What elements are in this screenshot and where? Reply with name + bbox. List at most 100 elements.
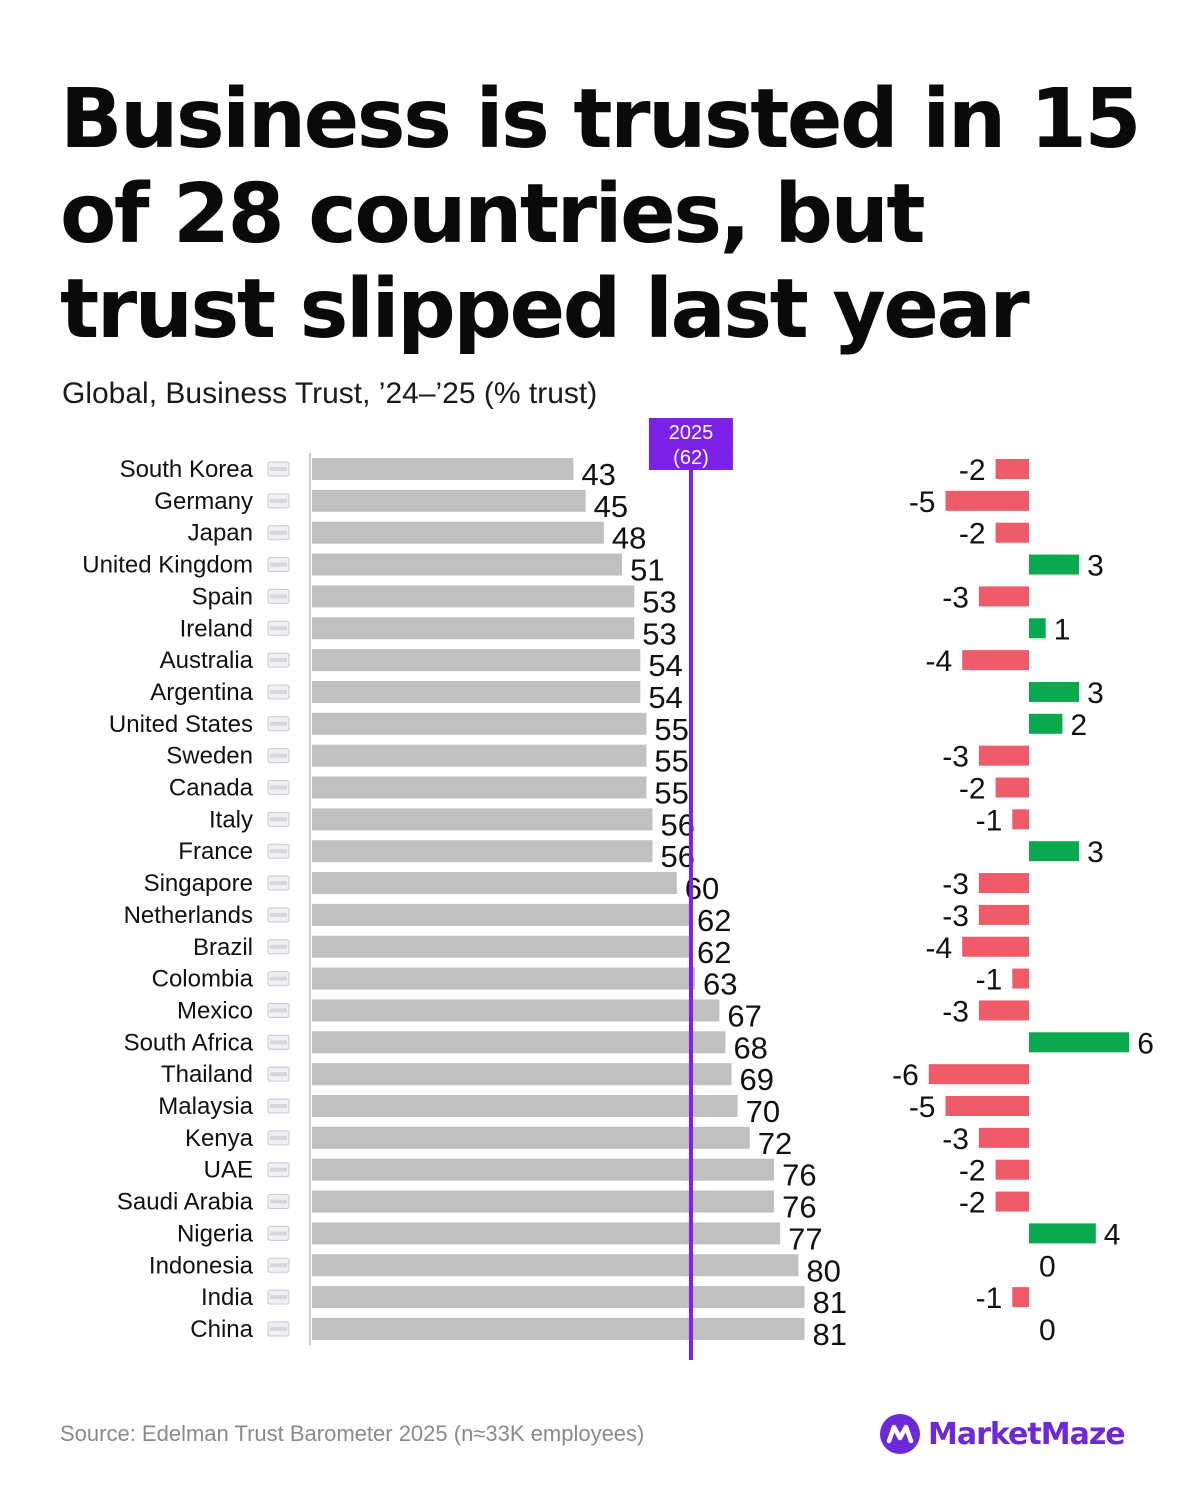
change-bar-france xyxy=(1029,841,1080,862)
change-label-brazil: -4 xyxy=(926,932,953,965)
country-label-sweden: Sweden xyxy=(166,743,253,770)
trust-bar-spain xyxy=(312,585,635,608)
change-label-south-africa: 6 xyxy=(1137,1027,1154,1060)
country-label-germany: Germany xyxy=(154,488,253,515)
flag-spain-icon xyxy=(267,588,290,604)
value-label-united-kingdom: 51 xyxy=(630,553,664,588)
trust-bar-kenya xyxy=(312,1126,750,1149)
change-label-china: 0 xyxy=(1039,1314,1056,1347)
country-label-united-kingdom: United Kingdom xyxy=(82,552,253,579)
change-bar-netherlands xyxy=(978,904,1029,925)
value-label-malaysia: 70 xyxy=(746,1094,780,1129)
value-label-spain: 53 xyxy=(642,584,676,619)
flag-sweden-icon xyxy=(267,748,290,764)
change-label-kenya: -3 xyxy=(942,1123,969,1156)
country-label-brazil: Brazil xyxy=(193,934,253,961)
brand-name: MarketMaze xyxy=(928,1416,1126,1452)
flag-argentina-icon xyxy=(267,684,290,700)
trust-bar-italy xyxy=(312,808,653,831)
country-label-china: China xyxy=(190,1316,253,1343)
change-bar-japan xyxy=(995,522,1029,543)
brand-logo[interactable]: MarketMaze xyxy=(880,1412,1126,1456)
trust-bar-saudi-arabia xyxy=(312,1190,775,1213)
country-label-nigeria: Nigeria xyxy=(177,1220,254,1247)
flag-thailand-icon xyxy=(267,1066,290,1082)
country-label-colombia: Colombia xyxy=(152,966,254,993)
country-label-uae: UAE xyxy=(204,1157,253,1184)
country-label-united-states: United States xyxy=(109,711,253,738)
value-label-south-africa: 68 xyxy=(733,1030,767,1065)
change-bar-sweden xyxy=(978,745,1029,766)
trust-bar-uae xyxy=(312,1158,775,1181)
flag-singapore-icon xyxy=(267,875,290,891)
change-label-canada: -2 xyxy=(959,773,986,806)
change-bar-brazil xyxy=(962,936,1029,957)
country-label-south-korea: South Korea xyxy=(120,456,254,483)
change-label-spain: -3 xyxy=(942,581,969,614)
trust-bar-germany xyxy=(312,489,586,512)
change-label-ireland: 1 xyxy=(1054,613,1071,646)
change-bar-germany xyxy=(945,490,1029,511)
country-label-kenya: Kenya xyxy=(185,1125,254,1152)
change-label-italy: -1 xyxy=(976,804,1003,837)
change-label-japan: -2 xyxy=(959,518,986,551)
reference-value-label: (62) xyxy=(673,447,709,469)
country-label-malaysia: Malaysia xyxy=(158,1093,253,1120)
value-label-netherlands: 62 xyxy=(697,903,731,938)
change-label-germany: -5 xyxy=(909,486,936,519)
trust-bar-japan xyxy=(312,521,604,544)
flag-japan-icon xyxy=(267,525,290,541)
country-label-japan: Japan xyxy=(188,520,253,547)
value-label-saudi-arabia: 76 xyxy=(782,1190,816,1225)
country-label-saudi-arabia: Saudi Arabia xyxy=(117,1189,254,1216)
chart-subtitle: Global, Business Trust, ’24–’25 (% trust… xyxy=(62,377,598,410)
change-bar-italy xyxy=(1012,809,1029,830)
trust-bar-canada xyxy=(312,776,647,799)
flag-italy-icon xyxy=(267,811,290,827)
value-label-thailand: 69 xyxy=(740,1062,774,1097)
value-label-brazil: 62 xyxy=(697,935,731,970)
trust-bar-brazil xyxy=(312,935,689,958)
change-label-singapore: -3 xyxy=(942,868,969,901)
change-label-united-states: 2 xyxy=(1070,709,1087,742)
value-label-united-states: 55 xyxy=(654,712,688,747)
change-bar-canada xyxy=(995,777,1029,798)
change-bar-singapore xyxy=(978,873,1029,894)
value-label-argentina: 54 xyxy=(648,680,682,715)
change-label-colombia: -1 xyxy=(976,964,1003,997)
flag-malaysia-icon xyxy=(267,1098,290,1114)
flag-united-states-icon xyxy=(267,716,290,732)
marketmaze-logo-icon xyxy=(880,1414,920,1454)
change-label-sweden: -3 xyxy=(942,741,969,774)
flag-saudi-arabia-icon xyxy=(267,1194,290,1210)
country-label-singapore: Singapore xyxy=(144,870,253,897)
value-label-china: 81 xyxy=(812,1317,846,1352)
change-label-argentina: 3 xyxy=(1087,677,1104,710)
value-label-australia: 54 xyxy=(648,648,682,683)
change-label-indonesia: 0 xyxy=(1039,1250,1056,1283)
change-bar-south-korea xyxy=(995,459,1029,479)
change-label-nigeria: 4 xyxy=(1104,1218,1121,1251)
change-label-malaysia: -5 xyxy=(909,1091,936,1124)
flag-canada-icon xyxy=(267,780,290,795)
flag-ireland-icon xyxy=(267,620,290,636)
trust-bar-australia xyxy=(312,649,641,672)
flag-brazil-icon xyxy=(267,939,290,955)
change-bar-saudi-arabia xyxy=(995,1191,1029,1212)
trust-bar-india xyxy=(312,1286,805,1309)
flag-france-icon xyxy=(267,843,290,859)
chart-title: Business is trusted in 15 of 28 countrie… xyxy=(60,72,1141,357)
country-label-france: France xyxy=(178,838,253,865)
change-bar-colombia xyxy=(1012,968,1029,989)
trust-bar-mexico xyxy=(312,999,720,1022)
value-label-canada: 55 xyxy=(654,776,688,811)
value-label-india: 81 xyxy=(812,1285,846,1320)
flag-colombia-icon xyxy=(267,971,290,987)
value-label-germany: 45 xyxy=(594,489,628,524)
change-bar-australia xyxy=(962,650,1029,671)
reference-badge xyxy=(648,418,733,470)
flag-uae-icon xyxy=(267,1162,290,1178)
trust-bar-argentina xyxy=(312,680,641,703)
country-label-thailand: Thailand xyxy=(161,1061,253,1088)
country-label-australia: Australia xyxy=(160,647,254,674)
